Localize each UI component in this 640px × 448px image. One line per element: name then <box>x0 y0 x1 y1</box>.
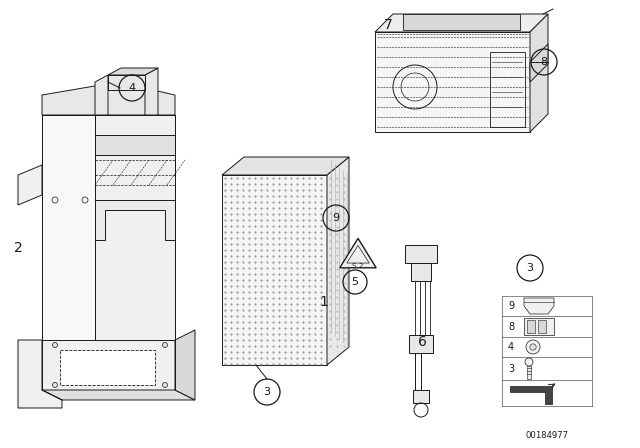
Polygon shape <box>340 238 376 268</box>
Bar <box>538 320 546 333</box>
Polygon shape <box>327 157 349 365</box>
Polygon shape <box>60 350 155 385</box>
Polygon shape <box>108 68 158 75</box>
Polygon shape <box>524 318 554 335</box>
Text: 4: 4 <box>129 83 136 93</box>
Polygon shape <box>95 200 175 240</box>
Polygon shape <box>222 175 327 365</box>
Polygon shape <box>530 44 548 82</box>
Text: 9: 9 <box>508 301 514 311</box>
Polygon shape <box>108 75 145 90</box>
Text: 6: 6 <box>417 335 426 349</box>
Polygon shape <box>42 82 175 115</box>
Text: 8: 8 <box>540 57 548 67</box>
Text: S: S <box>352 263 356 269</box>
Text: OO184977: OO184977 <box>525 431 568 440</box>
Circle shape <box>52 383 58 388</box>
Text: 3: 3 <box>527 263 534 273</box>
Bar <box>527 320 535 333</box>
Text: 4: 4 <box>508 342 514 352</box>
Text: 8: 8 <box>508 322 514 332</box>
Text: 9: 9 <box>332 213 340 223</box>
Bar <box>411 263 431 281</box>
Polygon shape <box>524 298 554 314</box>
Polygon shape <box>222 157 349 175</box>
Polygon shape <box>405 245 437 263</box>
Polygon shape <box>413 390 429 403</box>
Polygon shape <box>42 390 195 400</box>
Polygon shape <box>95 135 175 155</box>
Polygon shape <box>403 14 520 30</box>
Polygon shape <box>42 115 95 390</box>
Polygon shape <box>409 335 433 353</box>
Polygon shape <box>375 32 530 132</box>
Polygon shape <box>175 330 195 400</box>
Polygon shape <box>95 75 108 115</box>
Polygon shape <box>530 14 548 132</box>
Polygon shape <box>375 14 548 32</box>
Circle shape <box>163 383 168 388</box>
Text: 5: 5 <box>351 277 358 287</box>
Text: 1: 1 <box>319 295 328 309</box>
Polygon shape <box>95 115 175 390</box>
Circle shape <box>530 344 536 350</box>
Polygon shape <box>510 386 552 404</box>
Circle shape <box>163 343 168 348</box>
Circle shape <box>526 340 540 354</box>
Text: 7: 7 <box>383 18 392 32</box>
Polygon shape <box>145 68 158 115</box>
Text: 3: 3 <box>264 387 271 397</box>
Polygon shape <box>18 340 62 408</box>
Text: 2: 2 <box>13 241 22 255</box>
Text: 3: 3 <box>508 363 514 374</box>
Bar <box>527 366 531 379</box>
Polygon shape <box>18 165 42 205</box>
Polygon shape <box>42 340 175 390</box>
Circle shape <box>52 343 58 348</box>
Text: 2: 2 <box>359 263 363 269</box>
Circle shape <box>525 358 533 366</box>
